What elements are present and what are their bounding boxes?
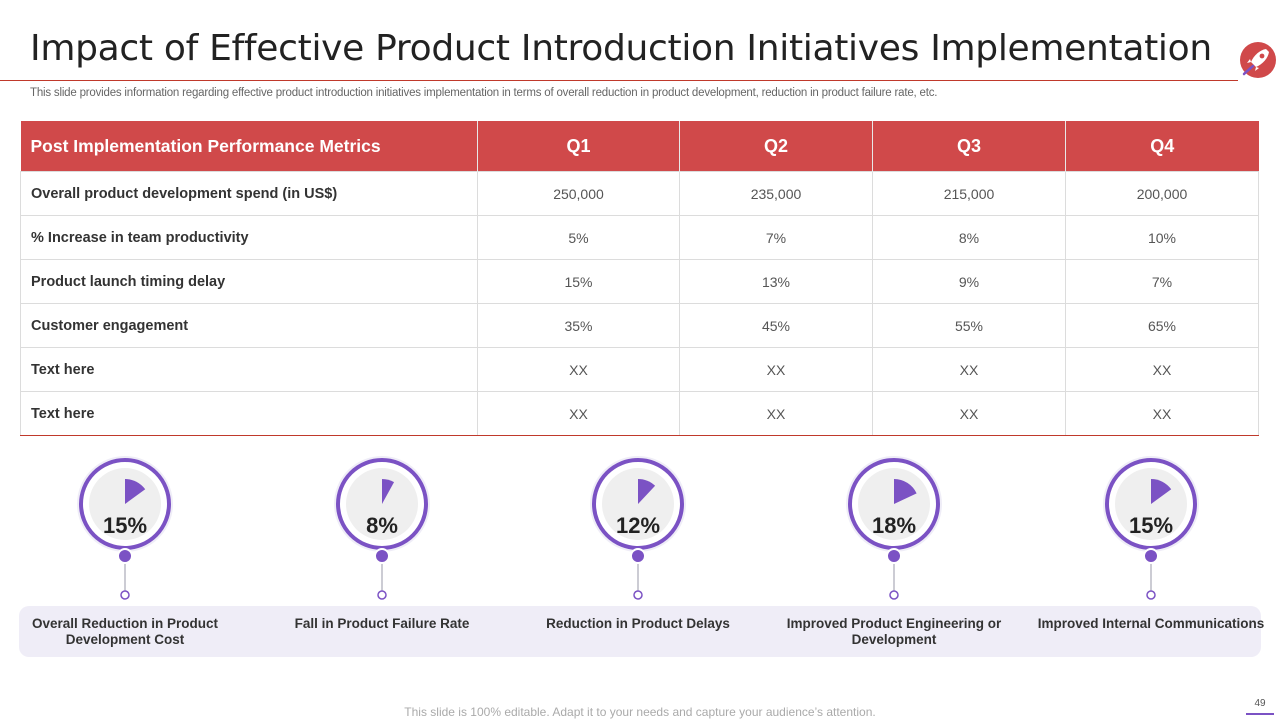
connector-dot xyxy=(117,548,133,564)
table-row: Text here XX XX XX XX xyxy=(20,391,1259,436)
page-number: 49 xyxy=(1254,698,1266,709)
connector-dot xyxy=(374,548,390,564)
column-header-q1: Q1 xyxy=(477,121,680,172)
performance-metrics-table: Post Implementation Performance Metrics … xyxy=(20,121,1259,436)
gauge-slice xyxy=(1151,479,1172,504)
kpi-value: 15% xyxy=(102,513,148,538)
q1-cell: XX xyxy=(477,347,680,392)
q3-cell: XX xyxy=(872,391,1066,436)
kpi-label: Overall Reduction in Product Development… xyxy=(31,616,219,647)
metric-cell: Overall product development spend (in US… xyxy=(20,171,478,216)
gauge-chart xyxy=(334,456,430,600)
gauge-slice xyxy=(125,479,146,504)
gauge-slice xyxy=(382,479,395,504)
q3-cell: XX xyxy=(872,347,1066,392)
kpi-value: 18% xyxy=(871,513,917,538)
kpi-label: Improved Product Engineering or Developm… xyxy=(786,616,1002,647)
footer-note: This slide is 100% editable. Adapt it to… xyxy=(404,705,876,719)
q4-cell: 7% xyxy=(1065,259,1259,304)
gauge-chart xyxy=(1103,456,1199,600)
connector-dot xyxy=(630,548,646,564)
table-row: Text here XX XX XX XX xyxy=(20,347,1259,392)
metric-cell: % Increase in team productivity xyxy=(20,215,478,260)
column-header-q4: Q4 xyxy=(1065,121,1259,172)
q4-cell: 200,000 xyxy=(1065,171,1259,216)
q3-cell: 9% xyxy=(872,259,1066,304)
q4-cell: XX xyxy=(1065,391,1259,436)
connector-end-dot xyxy=(633,590,643,600)
gauge-slice xyxy=(894,479,917,504)
q2-cell: XX xyxy=(679,347,873,392)
connector-end-dot xyxy=(889,590,899,600)
slide-description: This slide provides information regardin… xyxy=(30,87,938,99)
connector-end-dot xyxy=(377,590,387,600)
gauge-chart xyxy=(846,456,942,600)
column-header-metric: Post Implementation Performance Metrics xyxy=(20,121,478,172)
q1-cell: 5% xyxy=(477,215,680,260)
connector-dot xyxy=(886,548,902,564)
title-divider xyxy=(0,80,1238,81)
q2-cell: 45% xyxy=(679,303,873,348)
q1-cell: 35% xyxy=(477,303,680,348)
kpi-card: 15% Overall Reduction in Product Develop… xyxy=(10,456,240,658)
kpi-value: 12% xyxy=(615,513,661,538)
metric-cell: Product launch timing delay xyxy=(20,259,478,304)
kpi-label-band xyxy=(19,606,1261,657)
gauge-slice xyxy=(638,479,656,504)
column-header-q2: Q2 xyxy=(679,121,873,172)
kpi-value: 15% xyxy=(1128,513,1174,538)
kpi-card: 18% Improved Product Engineering or Deve… xyxy=(779,456,1009,658)
q2-cell: XX xyxy=(679,391,873,436)
q3-cell: 215,000 xyxy=(872,171,1066,216)
kpi-label: Fall in Product Failure Rate xyxy=(294,616,470,631)
q1-cell: 250,000 xyxy=(477,171,680,216)
metric-cell: Text here xyxy=(20,391,478,436)
q1-cell: XX xyxy=(477,391,680,436)
kpi-card: 8% Fall in Product Failure Rate xyxy=(267,456,497,658)
connector-end-dot xyxy=(120,590,130,600)
q2-cell: 235,000 xyxy=(679,171,873,216)
q2-cell: 7% xyxy=(679,215,873,260)
connector-dot xyxy=(1143,548,1159,564)
column-header-q3: Q3 xyxy=(872,121,1066,172)
q3-cell: 8% xyxy=(872,215,1066,260)
kpi-label: Reduction in Product Delays xyxy=(546,616,730,631)
q4-cell: XX xyxy=(1065,347,1259,392)
connector-end-dot xyxy=(1146,590,1156,600)
kpi-label: Improved Internal Communications xyxy=(1037,616,1265,631)
table-row: Customer engagement 35% 45% 55% 65% xyxy=(20,303,1259,348)
q2-cell: 13% xyxy=(679,259,873,304)
rocket-icon xyxy=(1240,42,1276,78)
kpi-card: 12% Reduction in Product Delays xyxy=(523,456,753,658)
table-row: % Increase in team productivity 5% 7% 8%… xyxy=(20,215,1259,260)
gauge-chart xyxy=(77,456,173,600)
q1-cell: 15% xyxy=(477,259,680,304)
kpi-value: 8% xyxy=(366,513,398,538)
metric-cell: Text here xyxy=(20,347,478,392)
metric-cell: Customer engagement xyxy=(20,303,478,348)
page-title: Impact of Effective Product Introduction… xyxy=(30,28,1212,69)
table-row: Overall product development spend (in US… xyxy=(20,171,1259,216)
table-row: Product launch timing delay 15% 13% 9% 7… xyxy=(20,259,1259,304)
q3-cell: 55% xyxy=(872,303,1066,348)
page-number-underline xyxy=(1246,713,1274,715)
gauge-chart xyxy=(590,456,686,600)
table-header-row: Post Implementation Performance Metrics … xyxy=(20,121,1259,172)
q4-cell: 10% xyxy=(1065,215,1259,260)
kpi-card: 15% Improved Internal Communications xyxy=(1036,456,1266,658)
q4-cell: 65% xyxy=(1065,303,1259,348)
